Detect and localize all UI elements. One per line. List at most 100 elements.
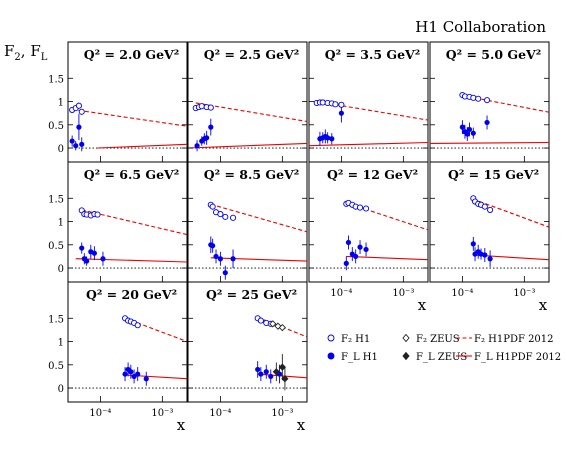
fl-h1-point xyxy=(143,376,149,382)
f2-h1-point xyxy=(222,213,229,220)
f2-h1-point xyxy=(217,211,224,218)
f2-h1-point xyxy=(487,206,494,213)
y-tick-label: 0 xyxy=(58,144,64,155)
x-tick-label: 10⁻³ xyxy=(392,288,414,299)
panel-7: Q² = 12 GeV² 10⁻⁴ 10⁻³ x xyxy=(308,161,429,314)
fl-h1-point xyxy=(470,241,476,247)
y-tick-label: 0 xyxy=(58,264,64,275)
fl-h1-point xyxy=(222,270,228,276)
x-tick-label: 10⁻⁴ xyxy=(451,288,473,299)
fl-h1-point xyxy=(459,124,465,130)
x-tick-label: 10⁻³ xyxy=(271,408,293,419)
legend-symbol xyxy=(327,334,335,342)
panel-frame xyxy=(308,161,429,283)
fl-zeus-point xyxy=(281,375,289,383)
q2-label: Q² = 5.0 GeV² xyxy=(446,47,541,62)
fl-h1-point xyxy=(210,243,216,249)
fl-h1-point xyxy=(208,124,214,130)
y-tick-label: 1 xyxy=(58,338,64,349)
f2-h1-point xyxy=(209,203,216,210)
fl-h1-point xyxy=(466,126,473,133)
f2-pdf-curve xyxy=(81,209,187,236)
y-tick-label: 0.5 xyxy=(48,241,64,252)
panel-10: Q² = 25 GeV² 10⁻⁴ 10⁻³ x xyxy=(187,281,308,434)
f2-h1-point xyxy=(319,99,326,106)
fl-h1-point xyxy=(325,135,331,141)
fl-h1-point xyxy=(69,138,75,144)
f2-pdf-curve xyxy=(195,102,307,123)
fl-pdf-curve xyxy=(430,141,549,144)
x-axis-label: x xyxy=(297,416,306,434)
fl-h1-point xyxy=(194,143,200,149)
y-tick-label: 1.5 xyxy=(48,74,64,85)
fl-pdf-curve xyxy=(75,258,187,263)
x-tick-label: 10⁻³ xyxy=(513,288,535,299)
f2-h1-point xyxy=(332,101,339,108)
fl-pdf-curve xyxy=(97,143,187,149)
fl-h1-point xyxy=(213,253,219,260)
fl-h1-point xyxy=(353,253,359,260)
y-tick-label: 0.5 xyxy=(48,121,64,132)
x-tick-label: 10⁻³ xyxy=(151,408,173,419)
fl-h1-point xyxy=(268,373,274,380)
fl-h1-point xyxy=(482,252,488,258)
q2-label: Q² = 20 GeV² xyxy=(86,287,177,302)
q2-label: Q² = 2.0 GeV² xyxy=(84,47,179,62)
f2-zeus-point xyxy=(269,320,277,328)
fl-h1-point xyxy=(263,369,269,375)
legend-label: F_L ZEUS xyxy=(416,352,467,363)
panel-2: Q² = 2.5 GeV² xyxy=(187,41,308,163)
legend-label: F₂ ZEUS xyxy=(416,334,460,345)
q2-label: Q² = 8.5 GeV² xyxy=(204,167,299,182)
fl-h1-point xyxy=(343,260,349,266)
f2-pdf-curve xyxy=(72,108,187,127)
f2-zeus-point xyxy=(274,322,282,330)
fl-h1-point xyxy=(122,371,128,377)
x-tick-label: 10⁻⁴ xyxy=(89,408,111,419)
fl-h1-point xyxy=(470,130,476,136)
collaboration-title: H1 Collaboration xyxy=(415,18,546,36)
fl-pdf-curve xyxy=(188,142,307,149)
legend-symbol xyxy=(402,351,410,361)
panel-9: Q² = 20 GeV² 0 0.5 1 1.5 10⁻⁴ 10⁻³ x xyxy=(48,281,188,434)
fl-zeus-point xyxy=(272,368,280,376)
f2-h1-point xyxy=(481,203,488,210)
legend-label: F_L H1PDF 2012 xyxy=(474,352,561,363)
fl-h1-point xyxy=(79,245,85,251)
fl-h1-point xyxy=(217,256,223,262)
q2-label: Q² = 2.5 GeV² xyxy=(204,47,299,62)
panel-1: Q² = 2.0 GeV² 0 0.5 1 1.5 xyxy=(48,41,188,163)
fl-h1-point xyxy=(258,371,264,377)
x-axis-label: x xyxy=(177,416,186,434)
fl-h1-point xyxy=(73,143,79,149)
y-axis-label: F2, FL xyxy=(4,42,48,63)
legend-item-fl-h1pdf: F_L H1PDF 2012 xyxy=(456,352,561,363)
fl-h1-point xyxy=(345,239,352,246)
q2-label: Q² = 25 GeV² xyxy=(206,287,297,302)
legend-item-f2-h1: F₂ H1 xyxy=(327,334,370,345)
f2-h1-point xyxy=(207,104,214,111)
f2-h1-point xyxy=(198,103,205,110)
legend-item-fl-h1: F_L H1 xyxy=(327,352,378,363)
q2-label: Q² = 6.5 GeV² xyxy=(84,167,179,182)
legend-label: F₂ H1PDF 2012 xyxy=(474,334,554,345)
panel-frame xyxy=(187,281,308,403)
f2-pdf-curve xyxy=(316,100,428,121)
q2-label: Q² = 15 GeV² xyxy=(448,167,539,182)
fl-h1-point xyxy=(484,119,490,126)
y-tick-label: 1.5 xyxy=(48,314,64,325)
legend-label: F_L H1 xyxy=(341,352,378,363)
y-tick-label: 0.5 xyxy=(48,361,64,372)
f2-h1-point xyxy=(338,101,345,108)
f2-h1-point xyxy=(356,204,364,211)
x-tick-label: 10⁻⁴ xyxy=(330,288,352,299)
fl-h1-point xyxy=(230,256,236,262)
fl-h1-point xyxy=(84,258,90,264)
panel-frame xyxy=(67,281,188,403)
q2-label: Q² = 3.5 GeV² xyxy=(325,47,420,62)
fl-h1-point xyxy=(100,256,106,262)
legend: F₂ H1 F₂ ZEUS F₂ H1PDF 2012 F_L H1 F_L ZEUS F… xyxy=(327,333,561,363)
fl-h1-point xyxy=(338,110,344,116)
f2-h1-point xyxy=(483,97,491,104)
